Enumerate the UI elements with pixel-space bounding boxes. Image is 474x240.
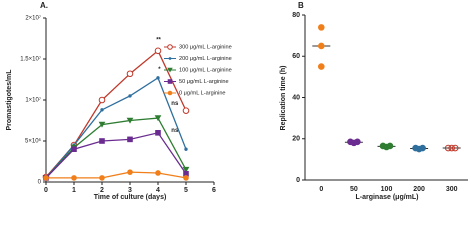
panel-title: A. [40, 1, 48, 10]
y-tick-label: 1×10⁷ [25, 97, 41, 104]
marker [98, 121, 106, 128]
legend-marker [167, 90, 173, 96]
marker [71, 146, 77, 152]
x-tick-label: 0 [44, 187, 48, 194]
x-tick-label: 100 [381, 186, 393, 193]
x-axis-label: L-arginase (μg/mL) [355, 194, 418, 201]
figure: A. Time of culture (days) Promastigotes/… [6, 1, 468, 201]
data-point [444, 144, 452, 152]
x-tick-label: 3 [128, 187, 132, 194]
data-point [451, 144, 459, 152]
series-line [46, 171, 187, 179]
marker [182, 166, 190, 173]
legend-label: 100 μg/mL L-arginine [179, 67, 232, 73]
marker [98, 96, 106, 104]
series-line [45, 76, 187, 179]
marker [182, 107, 190, 114]
legend-marker [167, 79, 173, 84]
data-point [318, 42, 325, 50]
annotation: ns [171, 101, 179, 107]
marker [100, 108, 104, 112]
data-point [318, 63, 325, 70]
series-line [45, 117, 187, 179]
marker [183, 171, 189, 177]
y-tick-label: 60 [292, 53, 300, 60]
marker [99, 138, 105, 144]
marker [128, 94, 132, 98]
marker [71, 175, 77, 181]
series-line [45, 132, 187, 179]
legend-label: 50 μg/mL L-arginine [179, 79, 229, 85]
data-point [448, 144, 456, 152]
legend-label: 0 μg/mL L-arginine [179, 90, 226, 96]
y-tick-label: 40 [292, 94, 300, 101]
annotation: * [158, 67, 161, 73]
marker [127, 136, 133, 143]
data-point [318, 24, 325, 31]
y-axis-label: Replication time (h) [280, 66, 287, 131]
marker [126, 70, 134, 78]
y-axis-label: Promastigotes/mL [6, 69, 13, 131]
data-point [419, 144, 426, 152]
x-tick-label: 50 [350, 186, 358, 193]
x-tick-label: 200 [413, 186, 425, 193]
marker [155, 170, 161, 176]
marker [127, 169, 133, 175]
annotation: ** [156, 38, 161, 44]
x-tick-label: 1 [72, 187, 76, 194]
y-tick-label: 1.5×10⁷ [20, 56, 41, 63]
marker [156, 76, 160, 80]
y-tick-label: 0 [38, 180, 42, 186]
marker [184, 147, 188, 151]
x-tick-label: 2 [100, 187, 104, 194]
data-point [354, 138, 361, 146]
legend-label: 200 μg/mL L-arginine [179, 56, 232, 62]
y-tick-label: 80 [292, 12, 300, 19]
x-tick-label: 6 [212, 187, 216, 194]
marker [154, 115, 162, 122]
legend-marker [168, 57, 172, 60]
marker [99, 175, 105, 181]
legend-marker [167, 67, 173, 73]
x-axis-label: Time of culture (days) [94, 194, 167, 201]
x-tick-label: 4 [156, 187, 160, 194]
y-tick-label: 0 [296, 177, 300, 184]
marker [155, 130, 161, 136]
marker [154, 47, 162, 55]
data-point [386, 142, 394, 150]
x-tick-label: 0 [319, 186, 323, 193]
legend-label: 300 μg/mL L-arginine [179, 44, 232, 50]
marker [43, 175, 49, 181]
x-tick-label: 5 [184, 187, 188, 194]
marker [183, 175, 189, 181]
marker [126, 117, 134, 124]
x-tick-label: 300 [446, 186, 458, 193]
y-tick-label: 2×10⁷ [25, 15, 41, 22]
panel-title: B [298, 1, 304, 10]
y-tick-label: 5×10⁶ [25, 138, 42, 145]
y-tick-label: 20 [292, 136, 300, 143]
legend-marker [167, 44, 173, 50]
annotation: ns [171, 128, 179, 134]
